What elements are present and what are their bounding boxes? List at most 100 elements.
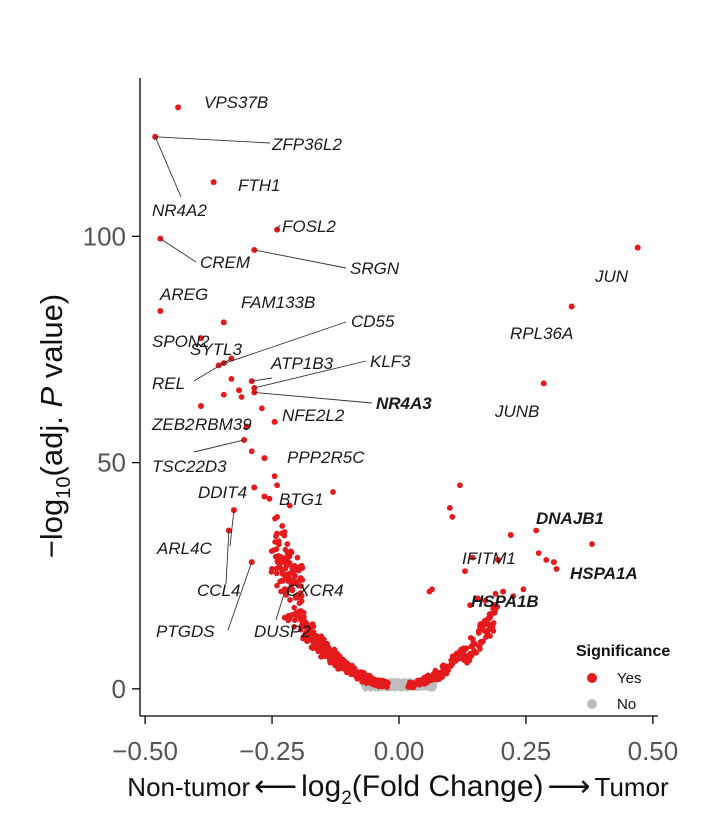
data-point: [258, 405, 265, 412]
x-tick-label: −0.25: [239, 736, 305, 766]
data-point: [443, 667, 450, 673]
data-point: [471, 640, 478, 647]
data-point: [274, 482, 281, 489]
data-point: [490, 605, 497, 611]
legend-label: Yes: [617, 670, 641, 687]
leader-line: [276, 224, 281, 230]
data-point: [481, 627, 488, 634]
data-point: [292, 617, 298, 624]
x-tick-label: 0.00: [374, 736, 425, 766]
data-point: [446, 504, 453, 511]
leader-line: [251, 377, 273, 382]
data-point: [319, 653, 326, 660]
gene-label: VPS37B: [204, 93, 268, 112]
data-point: [469, 554, 476, 561]
labeled-data-point: [261, 455, 268, 462]
labeled-data-point: [568, 303, 575, 310]
data-point: [482, 597, 489, 604]
data-point: [269, 566, 275, 572]
data-point: [318, 633, 325, 640]
gene-label: ATP1B3: [270, 354, 334, 373]
gene-label: BTG1: [279, 490, 323, 509]
data-point: [299, 577, 306, 583]
data-point: [220, 391, 227, 398]
leader-line: [254, 360, 367, 389]
data-point: [266, 495, 273, 502]
x-tick-label: 0.50: [628, 736, 679, 766]
legend-marker: [587, 673, 597, 683]
labeled-data-point: [236, 387, 243, 394]
legend-marker: [587, 699, 597, 709]
gene-label: KLF3: [370, 352, 411, 371]
data-point: [292, 594, 299, 601]
gene-label: ARL4C: [156, 539, 213, 558]
data-point: [432, 667, 439, 674]
labeled-data-point: [271, 418, 278, 425]
data-point: [322, 644, 329, 650]
data-point: [279, 558, 286, 565]
gene-label: DNAJB1: [536, 509, 604, 528]
leader-line: [227, 562, 253, 631]
data-point: [287, 597, 293, 603]
right-arrow: ⟶: [548, 770, 591, 803]
data-point: [286, 560, 293, 566]
legend-label: No: [617, 696, 636, 713]
gene-label: CD55: [351, 312, 395, 331]
data-point: [589, 541, 595, 547]
data-point: [285, 550, 292, 557]
gene-label: JUN: [594, 267, 629, 286]
data-point: [449, 514, 456, 520]
gene-label: RBM39: [195, 415, 252, 434]
data-point: [284, 541, 291, 547]
data-point: [282, 546, 289, 553]
labeled-data-point: [500, 588, 507, 595]
data-point: [301, 614, 307, 621]
data-point: [330, 489, 336, 495]
data-point: [467, 602, 473, 609]
data-point: [429, 586, 435, 593]
leader-line: [229, 510, 235, 547]
data-point: [460, 645, 467, 651]
gene-label: JUNB: [494, 402, 539, 421]
labeled-data-point: [251, 484, 258, 491]
data-point: [274, 582, 280, 589]
data-point: [228, 376, 235, 382]
gene-label: TSC22D3: [152, 457, 227, 476]
data-point: [297, 590, 304, 596]
data-point: [334, 662, 341, 669]
data-point: [410, 684, 417, 691]
gene-label: SYTL3: [190, 340, 243, 359]
leader-line: [225, 530, 230, 585]
labeled-data-point: [540, 380, 547, 387]
data-point: [270, 547, 277, 553]
data-point: [314, 645, 321, 652]
data-point: [456, 649, 462, 656]
data-point: [291, 623, 297, 630]
data-point: [455, 655, 462, 662]
data-point: [492, 590, 499, 597]
data-point: [273, 565, 280, 572]
data-point: [439, 663, 446, 670]
data-point: [304, 628, 311, 635]
data-point: [248, 448, 255, 455]
data-point: [344, 667, 350, 674]
data-point: [274, 530, 280, 537]
labeled-data-point: [197, 335, 204, 342]
data-point: [285, 617, 291, 624]
y-tick-label: 50: [97, 448, 126, 478]
gene-label: CREM: [200, 253, 251, 272]
data-point: [353, 672, 359, 678]
gene-label: HSPA1B: [471, 592, 539, 611]
data-point: [286, 502, 293, 509]
data-point: [310, 636, 316, 643]
data-point: [462, 568, 468, 575]
data-point: [475, 630, 482, 636]
data-point: [297, 626, 304, 633]
data-point: [426, 685, 432, 691]
gene-label: AREG: [159, 285, 208, 304]
data-point: [431, 683, 437, 690]
labeled-data-point: [210, 179, 217, 186]
leader-line: [160, 238, 197, 263]
gene-label: PTGDS: [156, 622, 215, 641]
